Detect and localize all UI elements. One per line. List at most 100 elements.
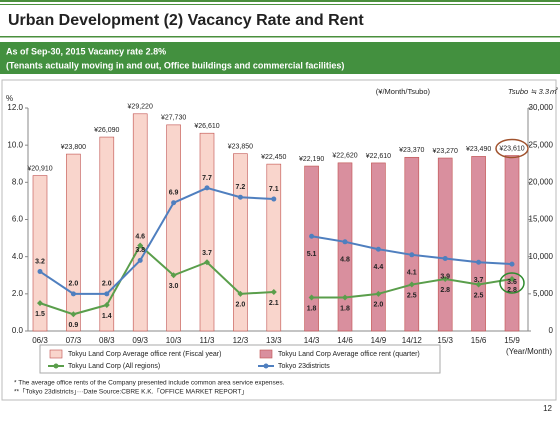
x-tick-label: 15/9 [504, 336, 520, 345]
value-label: ¥23,270 [433, 148, 458, 155]
value-label: 4.4 [374, 264, 384, 271]
marker [509, 261, 515, 267]
x-tick-label: 15/3 [437, 336, 453, 345]
bar [99, 136, 115, 332]
x-tick-label: 07/3 [66, 336, 82, 345]
marker [408, 281, 415, 288]
value-label: 3.7 [202, 250, 212, 257]
bar [132, 113, 148, 332]
marker [475, 281, 482, 288]
value-label: ¥27,730 [161, 115, 186, 122]
y-tick-label: 6.0 [12, 215, 24, 224]
page-number: 12 [543, 404, 552, 413]
value-label: 1.4 [102, 313, 112, 320]
value-label: 2.0 [69, 281, 79, 288]
y-tick-label: 8.0 [12, 177, 24, 186]
value-label: 4.6 [135, 233, 145, 240]
note: * The average office rents of the Compan… [14, 380, 285, 387]
marker [342, 239, 348, 245]
bar [471, 156, 486, 332]
bar [266, 163, 282, 332]
bar [304, 165, 319, 332]
legend-swatch [53, 363, 59, 369]
marker [137, 257, 143, 263]
y-tick-label: 12.0 [7, 103, 23, 112]
marker [137, 242, 144, 249]
bar [504, 155, 520, 332]
value-label: 3.6 [507, 279, 517, 286]
x-tick-label: 15/6 [471, 336, 487, 345]
bar [199, 132, 215, 332]
value-label: 4.8 [340, 257, 350, 264]
bar [166, 124, 181, 332]
y2-tick-label: 25,000 [529, 140, 554, 149]
value-label: ¥23,370 [399, 147, 424, 154]
x-tick-label: 11/3 [200, 336, 216, 345]
marker [204, 259, 210, 266]
x-tick-label: 12/3 [233, 336, 249, 345]
marker [70, 291, 76, 297]
value-label: ¥22,610 [366, 153, 391, 160]
tsubo-note: Tsubo ≒ 3.3㎡ [508, 87, 558, 96]
highlight [499, 272, 525, 294]
value-label: ¥23,800 [61, 144, 86, 151]
x-tick-label: 13/3 [266, 336, 282, 345]
marker [271, 196, 277, 202]
value-label: ¥22,450 [261, 154, 286, 161]
marker [204, 185, 210, 191]
marker [171, 200, 177, 206]
x-tick-label: 14/12 [402, 336, 423, 345]
value-label: 5.1 [307, 251, 317, 258]
value-label: 2.1 [269, 300, 279, 307]
value-label: 2.0 [374, 302, 384, 309]
y-tick-label: 0.0 [12, 326, 24, 335]
value-label: 2.0 [102, 281, 112, 288]
slide-title: Urban Development (2) Vacancy Rate and R… [8, 12, 364, 29]
value-label: ¥29,220 [128, 104, 153, 111]
chart-frame [1, 79, 557, 401]
value-label: 2.0 [236, 302, 246, 309]
subtitle: As of Sep-30, 2015 Vacancy rate 2.8% [6, 46, 166, 56]
value-label: 1.5 [35, 311, 45, 318]
x-tick-label: 08/3 [99, 336, 115, 345]
marker [170, 272, 177, 279]
value-label: 2.5 [474, 292, 484, 299]
subtitle-band [0, 42, 560, 74]
value-label: ¥22,190 [299, 156, 324, 163]
value-label: 2.8 [507, 287, 517, 294]
y-tick-label: 4.0 [12, 252, 24, 261]
bar [404, 156, 420, 332]
value-label: ¥26,610 [194, 123, 219, 130]
y2-tick-label: 5,000 [533, 289, 554, 298]
value-label: 3.0 [169, 283, 179, 290]
legend-label: Tokyu Land Corp Average office rent (qua… [278, 351, 420, 358]
x-tick-label: 14/9 [371, 336, 387, 345]
value-label: 7.2 [236, 184, 246, 191]
legend-swatch [49, 349, 63, 359]
legend-label: Tokyu Land Corp (All regions) [68, 363, 160, 370]
marker [70, 311, 77, 318]
value-label: 4.1 [407, 270, 417, 277]
value-label: ¥23,490 [466, 146, 491, 153]
marker [442, 275, 449, 282]
value-label: ¥23,850 [228, 144, 253, 151]
y2-tick-label: 15,000 [529, 215, 554, 224]
value-label: ¥26,090 [94, 127, 119, 134]
value-label: ¥20,910 [27, 165, 52, 172]
value-label: ¥23,610 [499, 145, 524, 152]
marker [409, 252, 415, 258]
y2-tick-label: 30,000 [529, 103, 554, 112]
legend-box [39, 344, 441, 374]
marker [509, 275, 515, 282]
value-label: 7.7 [202, 175, 212, 182]
bar [32, 175, 48, 332]
value-label: ¥22,620 [332, 153, 357, 160]
marker [375, 246, 381, 252]
note: **「Tokyo 23districts」···Date Source:CBRE… [14, 388, 248, 396]
subtitle: (Tenants actually moving in and out, Off… [6, 60, 344, 70]
value-label: 2.8 [440, 287, 450, 294]
marker [37, 269, 43, 275]
value-label: 0.9 [69, 322, 79, 329]
value-label: 3.7 [474, 277, 484, 284]
y-tick-label: 2.0 [12, 289, 24, 298]
